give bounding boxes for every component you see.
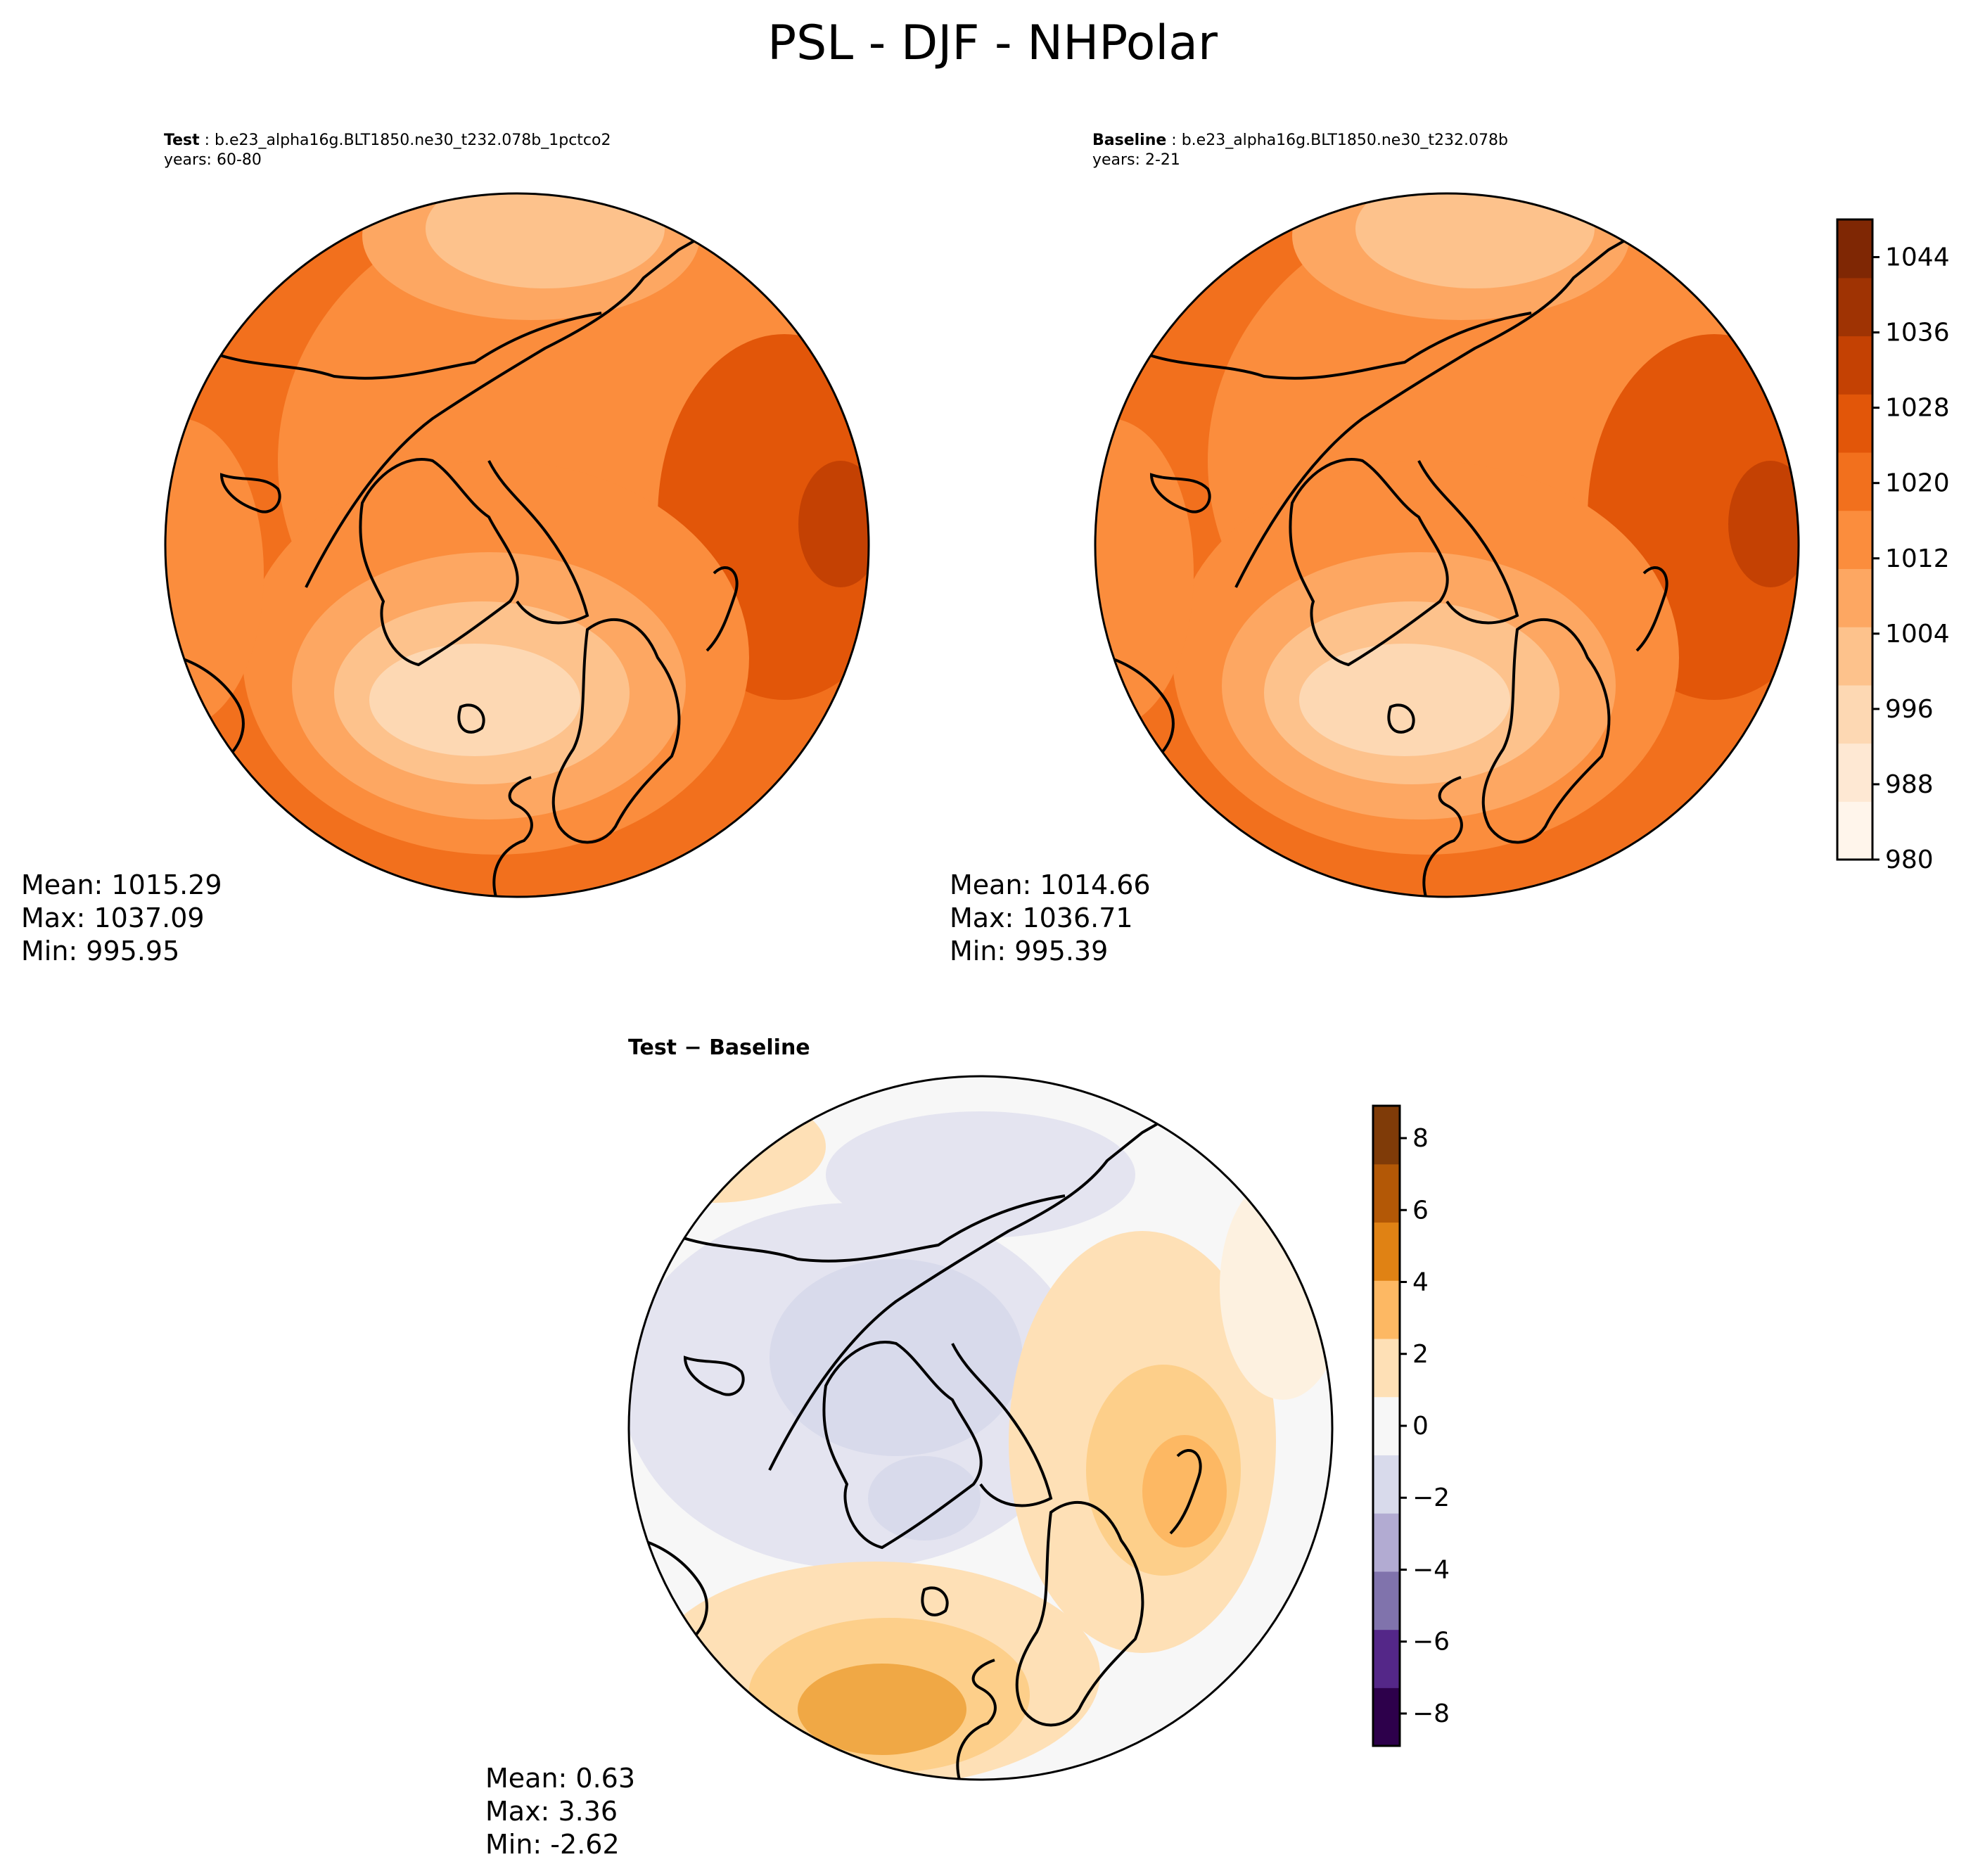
baseline-max: Max: 1036.71 xyxy=(950,902,1133,933)
diff-colorbar-tick-label: 0 xyxy=(1412,1412,1429,1441)
psl-colorbar: 980 988 996 1004 1012 1020 1028 1036 1044 xyxy=(1836,218,1950,872)
psl-colorbar-segment xyxy=(1837,684,1872,744)
diff-colorbar-segment xyxy=(1373,1106,1400,1165)
baseline-min: Min: 995.39 xyxy=(950,936,1109,966)
psl-colorbar-segment xyxy=(1837,627,1872,686)
diff-title-baseline: Baseline xyxy=(709,1035,810,1060)
psl-colorbar-tick-label: 1004 xyxy=(1885,620,1950,649)
test-mean: Mean: 1015.29 xyxy=(21,869,222,900)
diff-min: Min: -2.62 xyxy=(485,1829,620,1860)
psl-colorbar-segment xyxy=(1837,743,1872,802)
test-max: Max: 1037.09 xyxy=(21,902,205,933)
psl-colorbar-segment xyxy=(1837,452,1872,511)
diff-colorbar-segment xyxy=(1373,1629,1400,1688)
psl-colorbar-tick-label: 996 xyxy=(1885,695,1934,724)
psl-colorbar-tick-label: 1012 xyxy=(1885,544,1950,573)
test-panel-header: Test : b.e23_alpha16g.BLT1850.ne30_t232.… xyxy=(164,132,611,169)
diff-colorbar-tick-label: −2 xyxy=(1412,1483,1450,1512)
psl-colorbar-tick-label: 980 xyxy=(1885,846,1934,872)
diff-colorbar-segment xyxy=(1373,1338,1400,1398)
diff-colorbar-segment xyxy=(1373,1163,1400,1223)
diff-colorbar-tick-label: 4 xyxy=(1412,1268,1429,1297)
diff-stats: Mean: 0.63 Max: 3.36 Min: -2.62 xyxy=(485,1762,635,1861)
psl-colorbar-segment xyxy=(1837,219,1872,279)
diff-colorbar-tick-label: 2 xyxy=(1412,1340,1429,1369)
test-label: Test xyxy=(164,132,200,149)
test-min: Min: 995.95 xyxy=(21,936,180,966)
diff-polar-map xyxy=(627,1075,1334,1781)
diff-colorbar-segment xyxy=(1373,1455,1400,1514)
diff-colorbar-segment xyxy=(1373,1571,1400,1631)
psl-colorbar-tick-label: 1044 xyxy=(1885,243,1950,272)
psl-colorbar-segment xyxy=(1837,510,1872,569)
test-polar-map xyxy=(164,192,870,898)
psl-colorbar-segment xyxy=(1837,336,1872,395)
diff-colorbar-tick-label: −4 xyxy=(1412,1555,1450,1584)
psl-colorbar-segment xyxy=(1837,277,1872,337)
baseline-polar-map xyxy=(1094,192,1800,898)
psl-colorbar-segment xyxy=(1837,801,1872,860)
diff-mean: Mean: 0.63 xyxy=(485,1763,636,1794)
test-stats: Mean: 1015.29 Max: 1037.09 Min: 995.95 xyxy=(21,869,222,968)
baseline-panel-header: Baseline : b.e23_alpha16g.BLT1850.ne30_t… xyxy=(1092,132,1508,169)
baseline-years: years: 2-21 xyxy=(1092,151,1180,169)
psl-colorbar-frame xyxy=(1836,218,1874,861)
diff-colorbar-segment xyxy=(1373,1222,1400,1281)
diff-max: Max: 3.36 xyxy=(485,1796,618,1827)
diff-colorbar-tick-label: 8 xyxy=(1412,1124,1429,1153)
baseline-label: Baseline xyxy=(1092,132,1167,149)
baseline-case-name: b.e23_alpha16g.BLT1850.ne30_t232.078b xyxy=(1181,132,1508,149)
psl-colorbar-tick-label: 1036 xyxy=(1885,319,1950,347)
diff-colorbar-tick-label: 6 xyxy=(1412,1196,1429,1225)
psl-colorbar-tick-label: 988 xyxy=(1885,770,1934,799)
diff-colorbar-segment xyxy=(1373,1280,1400,1339)
diff-panel-title: Test − Baseline xyxy=(628,1035,810,1060)
psl-colorbar-tick-label: 1028 xyxy=(1885,394,1950,423)
diff-colorbar-segment xyxy=(1373,1687,1400,1747)
diff-colorbar-segment xyxy=(1373,1513,1400,1572)
test-years: years: 60-80 xyxy=(164,151,262,169)
test-case-name: b.e23_alpha16g.BLT1850.ne30_t232.078b_1p… xyxy=(215,132,611,149)
diff-title-operator: − xyxy=(677,1035,710,1060)
diff-colorbar-tick-label: −6 xyxy=(1412,1628,1450,1657)
psl-colorbar-segment xyxy=(1837,568,1872,627)
psl-colorbar-tick-label: 1020 xyxy=(1885,469,1950,498)
diff-colorbar: −8 −6 −4 −2 0 2 4 6 8 xyxy=(1372,1104,1450,1747)
baseline-mean: Mean: 1014.66 xyxy=(950,869,1151,900)
figure-title: PSL - DJF - NHPolar xyxy=(767,15,1218,71)
diff-colorbar-segment xyxy=(1373,1396,1400,1455)
psl-colorbar-segment xyxy=(1837,394,1872,453)
diff-title-test: Test xyxy=(628,1035,677,1060)
baseline-stats: Mean: 1014.66 Max: 1036.71 Min: 995.39 xyxy=(950,869,1151,968)
diff-colorbar-tick-label: −8 xyxy=(1412,1699,1450,1728)
